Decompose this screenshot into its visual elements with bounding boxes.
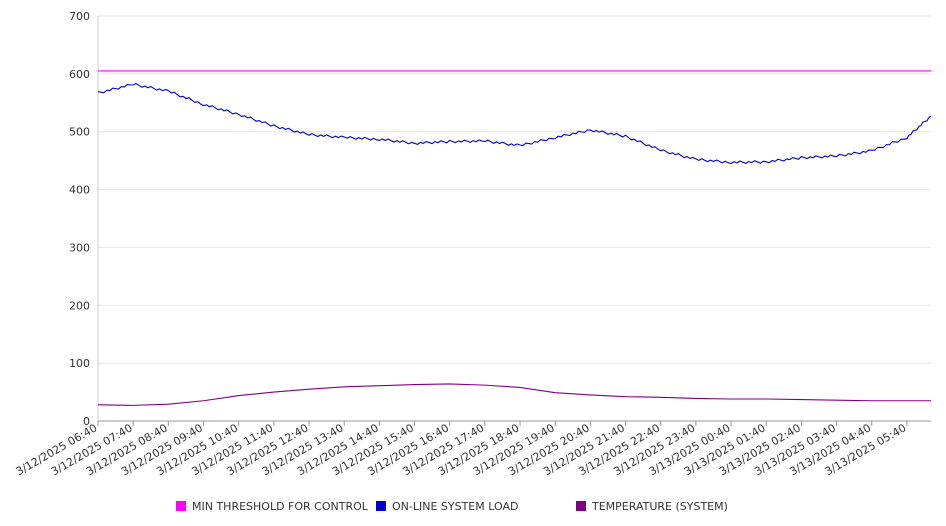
- axis-layer: [97, 16, 931, 426]
- series-layer: [97, 70, 932, 406]
- legend-label-online-system-load: ON-LINE SYSTEM LOAD: [392, 499, 519, 513]
- legend-label-min-threshold: MIN THRESHOLD FOR CONTROL: [192, 499, 368, 513]
- y-tick-label: 100: [69, 357, 90, 370]
- legend-item-temperature[interactable]: TEMPERATURE (SYSTEM): [576, 498, 728, 514]
- y-tick-label: 200: [69, 299, 90, 312]
- y-tick-label: 400: [69, 184, 90, 197]
- y-tick-label: 700: [69, 10, 90, 23]
- grid-layer: [98, 15, 931, 364]
- y-tick-label: 300: [69, 241, 90, 254]
- series-line-on-line-system-load: [97, 83, 932, 165]
- legend-swatch-temperature: [576, 501, 586, 511]
- legend-swatch-min-threshold: [176, 501, 186, 511]
- legend-label-temperature: TEMPERATURE (SYSTEM): [592, 499, 728, 513]
- y-tick-label: 600: [69, 68, 90, 81]
- series-line-temperature-system: [97, 383, 931, 406]
- legend-item-online-system-load[interactable]: ON-LINE SYSTEM LOAD: [376, 498, 518, 514]
- y-tick-label: 0: [83, 415, 90, 428]
- y-tick-label: 500: [69, 126, 90, 139]
- legend-swatch-online-system-load: [376, 501, 386, 511]
- chart-legend: MIN THRESHOLD FOR CONTROL ON-LINE SYSTEM…: [0, 498, 946, 518]
- legend-item-min-threshold[interactable]: MIN THRESHOLD FOR CONTROL: [176, 498, 368, 514]
